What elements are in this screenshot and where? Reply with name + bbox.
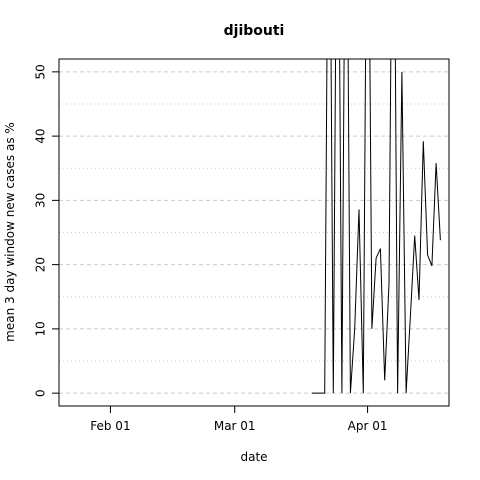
y-tick-label: 20 — [34, 257, 48, 272]
y-tick-label: 0 — [34, 389, 48, 397]
y-tick-label: 30 — [34, 193, 48, 208]
x-tick-label: Apr 01 — [348, 419, 388, 433]
y-axis: 0 10 20 30 40 50 — [34, 64, 60, 397]
y-axis-label: mean 3 day window new cases as % — [3, 122, 17, 342]
x-tick-label: Feb 01 — [90, 419, 130, 433]
x-tick-label: Mar 01 — [214, 419, 256, 433]
y-tick-label: 40 — [34, 128, 48, 143]
chart-title: djibouti — [224, 23, 285, 39]
y-tick-label: 50 — [34, 64, 48, 79]
x-axis-label: date — [240, 450, 267, 464]
x-axis: Feb 01 Mar 01 Apr 01 — [90, 406, 387, 433]
y-tick-label: 10 — [34, 321, 48, 336]
